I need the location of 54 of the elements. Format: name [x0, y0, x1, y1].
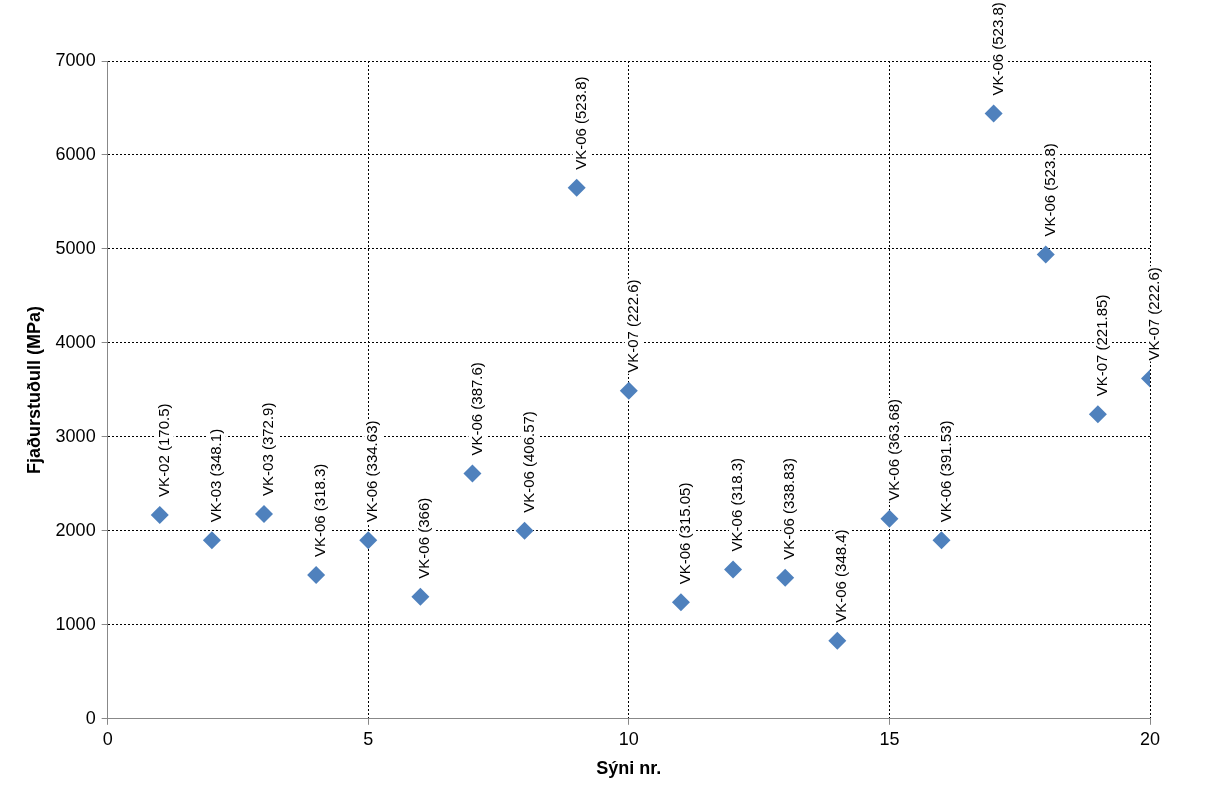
- y-tick-label: 3000: [55, 425, 96, 446]
- x-axis-title: Sýni nr.: [596, 758, 662, 779]
- point: [1036, 245, 1055, 264]
- point: [619, 381, 638, 400]
- annotation: VK-06 (523.8): [1040, 143, 1058, 237]
- point: [411, 587, 430, 606]
- point: [671, 593, 690, 612]
- y-tick-label: 6000: [55, 143, 96, 164]
- point: [307, 566, 326, 585]
- annotation: VK-06 (338.83): [780, 458, 798, 560]
- x-tick-label: 10: [618, 728, 639, 749]
- annotation: VK-06 (315.05): [676, 482, 694, 585]
- annotation: VK-07 (222.6): [1145, 267, 1163, 361]
- annotation: VK-06 (523.8): [571, 76, 589, 170]
- point: [150, 505, 169, 524]
- annotation: VK-06 (334.63): [363, 420, 381, 523]
- y-tick-label: 2000: [55, 519, 96, 540]
- point: [567, 178, 586, 197]
- point: [202, 531, 221, 550]
- y-tick-label: 5000: [55, 237, 96, 258]
- point: [880, 509, 899, 528]
- point: [359, 531, 378, 550]
- annotation: VK-06 (318.3): [728, 457, 746, 552]
- y-tick-label: 7000: [55, 49, 96, 70]
- annotation: VK-07 (222.6): [623, 279, 641, 373]
- point: [255, 504, 273, 523]
- annotation: VK-03 (372.9): [259, 402, 277, 496]
- point: [724, 560, 743, 579]
- annotation: VK-06 (318.3): [311, 463, 329, 558]
- x-tick-label: 0: [102, 728, 113, 749]
- annotation: VK-02 (170.5): [154, 403, 172, 497]
- annotation: VK-06 (363.68): [884, 398, 902, 501]
- point: [828, 631, 847, 650]
- annotation: VK-03 (348.1): [207, 428, 225, 523]
- y-tick-label: 1000: [55, 613, 96, 634]
- point: [1088, 405, 1107, 424]
- x-tick-label: 15: [879, 728, 900, 749]
- y-tick-label: 4000: [55, 331, 96, 352]
- x-tick-label: 5: [363, 728, 374, 749]
- point: [463, 464, 482, 483]
- y-tick-label: 0: [85, 707, 96, 728]
- annotation: VK-07 (221.85): [1093, 294, 1111, 397]
- annotation: VK-06 (406.57): [519, 411, 537, 513]
- y-axis-title: Fjaðurstuðull (MPa): [23, 305, 44, 474]
- annotation: VK-06 (387.6): [467, 362, 485, 456]
- point: [984, 104, 1003, 123]
- point: [776, 568, 795, 587]
- point: [515, 521, 534, 540]
- x-tick-label: 20: [1139, 728, 1161, 749]
- annotation: VK-06 (366): [415, 497, 433, 579]
- point: [932, 531, 951, 550]
- annotation: VK-06 (348.4): [832, 529, 850, 623]
- annotation: VK-06 (523.8): [988, 2, 1006, 96]
- annotation: VK-06 (391.53): [936, 420, 954, 523]
